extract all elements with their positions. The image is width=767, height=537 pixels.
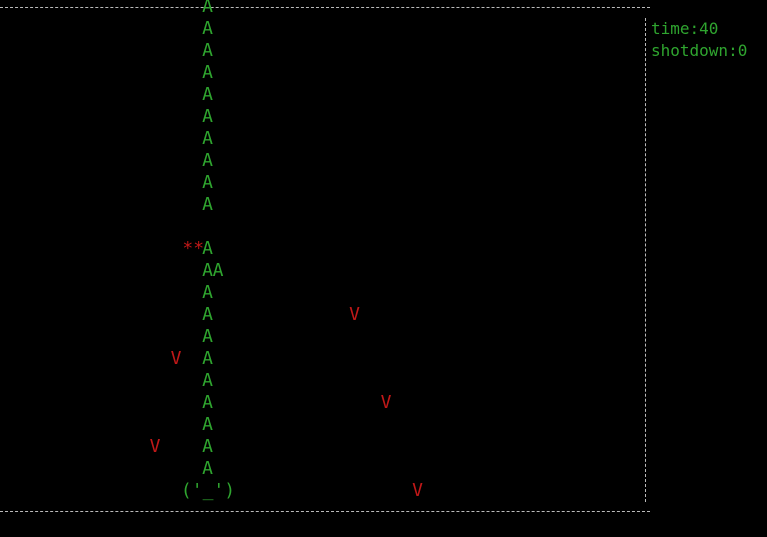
bullet: A xyxy=(202,150,213,171)
shotdown-counter: shotdown:0 xyxy=(651,41,748,60)
bullet: A xyxy=(202,370,213,391)
bullet: A xyxy=(202,128,213,149)
bullet: A xyxy=(202,106,213,127)
bullet: A xyxy=(202,414,213,435)
top-border xyxy=(0,7,650,8)
bullet: A xyxy=(202,348,213,369)
bullet: A xyxy=(202,304,213,325)
bullet: A xyxy=(202,260,213,281)
bullet: A xyxy=(202,172,213,193)
time-counter: time:40 xyxy=(651,19,719,38)
bullet: A xyxy=(202,194,213,215)
player-ship: ('_') xyxy=(180,480,236,501)
bullet: A xyxy=(202,326,213,347)
bullet: A xyxy=(202,84,213,105)
bullet: A xyxy=(202,458,213,479)
bullet: A xyxy=(212,260,224,281)
enemy-ship: V xyxy=(149,436,161,457)
enemy-ship: V xyxy=(380,392,392,413)
right-border xyxy=(645,18,646,502)
bottom-border xyxy=(0,511,650,512)
enemy-ship: V xyxy=(412,480,423,501)
explosion: ** xyxy=(182,238,205,259)
bullet: A xyxy=(202,238,213,259)
bullet: A xyxy=(202,436,213,457)
bullet: A xyxy=(202,0,213,17)
bullet: A xyxy=(202,392,213,413)
bullet: A xyxy=(202,18,213,39)
enemy-ship: V xyxy=(170,348,182,369)
bullet: A xyxy=(202,40,213,61)
enemy-ship: V xyxy=(349,304,360,325)
bullet: A xyxy=(202,62,213,83)
bullet: A xyxy=(202,282,213,303)
